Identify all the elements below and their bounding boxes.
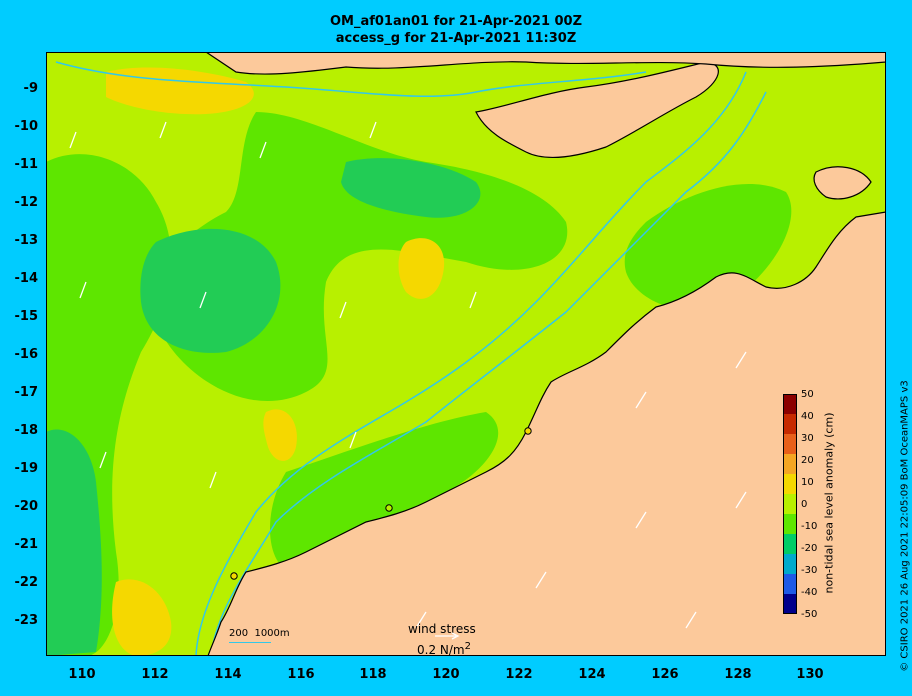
y-tick-label: -16 [14,347,39,362]
colorbar-segment [783,394,797,415]
x-tick-label: 112 [141,667,169,682]
land-north-islands [204,52,886,75]
x-tick-label: 130 [796,667,824,682]
contour-legend-line [229,642,271,643]
colorbar-segment [783,594,797,614]
x-tick-label: 114 [214,667,242,682]
colorbar-tick: 10 [801,477,814,488]
y-tick-label: -10 [14,119,39,134]
contour-legend: 200 1000m [229,628,290,643]
sla-core-1 [140,228,281,353]
sla-region-south [269,412,499,572]
y-tick-label: -23 [14,613,39,628]
colorbar-tick: 20 [801,455,814,466]
colorbar-tick: -40 [801,587,818,598]
credit-text: © CSIRO 2021 26 Aug 2021 22:05:09 BoM Oc… [899,380,911,672]
station-marker[interactable] [230,572,238,580]
y-tick-label: -9 [23,81,38,96]
land-timor [475,61,719,159]
map-title: OM_af01an01 for 21-Apr-2021 00Z [329,14,583,29]
sla-high-east [263,409,297,461]
colorbar-segment [783,514,797,535]
y-tick-label: -14 [14,271,39,286]
colorbar-segment [783,474,797,495]
sea-level-map [46,52,886,656]
x-tick-label: 120 [432,667,460,682]
wind-stress-value: 0.2 N/m2 [417,641,471,657]
x-tick-label: 126 [651,667,679,682]
wind-stress-exponent: 2 [464,641,471,652]
colorbar-segment [783,494,797,515]
map-subtitle: access_g for 21-Apr-2021 11:30Z [335,31,577,46]
colorbar-segment [783,454,797,475]
y-tick-label: -19 [14,461,39,476]
colorbar-segment [783,574,797,595]
map-frame [46,52,886,656]
colorbar-tick: 0 [801,499,808,510]
x-tick-label: 110 [68,667,96,682]
y-tick-label: -11 [14,157,39,172]
contour-depth-1: 200 [229,628,249,639]
colorbar-segment [783,434,797,455]
contour-north-shelf [55,61,647,98]
wind-stress-label: wind stress [408,622,476,636]
x-tick-label: 124 [578,667,606,682]
sla-high-north [106,67,254,115]
sla-core-2 [341,158,481,218]
contour-1000m [195,71,747,656]
contour-200m [210,91,767,656]
colorbar-tick: -30 [801,565,818,576]
colorbar-segment [783,554,797,575]
y-tick-label: -15 [14,309,39,324]
land-cape [813,166,872,200]
colorbar-segment [783,414,797,435]
sla-high-southwest [112,579,172,656]
colorbar-frame [783,394,797,614]
wind-stress-arrow-icon [435,632,460,640]
colorbar-tick: 40 [801,411,814,422]
x-tick-label: 128 [724,667,752,682]
wind-arrows [69,121,747,629]
station-marker[interactable] [385,504,393,512]
colorbar-segment [783,534,797,555]
station-marker[interactable] [524,427,532,435]
y-tick-label: -21 [14,537,39,552]
y-tick-label: -18 [14,423,39,438]
y-tick-label: -13 [14,233,39,248]
colorbar-tick: 30 [801,433,814,444]
sla-high-mid [398,238,445,299]
y-tick-label: -17 [14,385,39,400]
contour-depth-2: 1000m [254,628,290,639]
y-tick-label: -20 [14,499,39,514]
colorbar-tick: -50 [801,609,818,620]
sla-core-3 [46,429,102,656]
colorbar-tick: -10 [801,521,818,532]
y-tick-label: -22 [14,575,39,590]
x-tick-label: 116 [287,667,315,682]
colorbar-tick: -20 [801,543,818,554]
y-tick-label: -12 [14,195,39,210]
colorbar [783,394,797,614]
x-tick-label: 118 [359,667,387,682]
x-tick-label: 122 [505,667,533,682]
colorbar-tick: 50 [801,389,814,400]
colorbar-label: non-tidal sea level anomaly (cm) [822,412,836,594]
